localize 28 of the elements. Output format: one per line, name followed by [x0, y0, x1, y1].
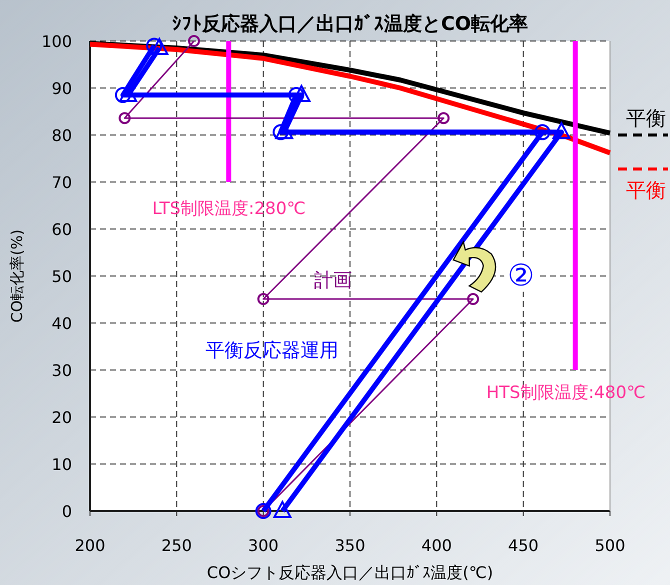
x-tick-label: 250: [161, 536, 192, 555]
y-tick-label: 90: [52, 79, 72, 98]
annotation: HTS制限温度:480℃: [486, 382, 646, 403]
y-tick-label: 40: [52, 314, 72, 333]
y-axis-title: CO転化率(%): [8, 229, 26, 323]
y-tick-label: 50: [52, 267, 72, 286]
y-tick-label: 10: [52, 455, 72, 474]
x-tick-label: 400: [421, 536, 452, 555]
x-tick-label: 500: [594, 536, 626, 555]
y-tick-label: 0: [62, 502, 72, 521]
chart-title: ｼﾌﾄ反応器入口／出口ｶﾞｽ温度とCO転化率: [172, 13, 528, 35]
legend-label: 平衡: [626, 178, 666, 202]
annotation: 平衡反応器運用: [206, 340, 338, 362]
annotation: 計画: [314, 270, 352, 292]
y-tick-label: 80: [52, 126, 72, 145]
y-tick-label: 100: [41, 32, 72, 51]
x-axis-title: COシフト反応器入口／出口ｶﾞｽ温度(℃): [206, 563, 494, 582]
series-label: 平衡: [626, 106, 666, 130]
y-tick-label: 20: [52, 408, 72, 427]
x-tick-label: 300: [248, 536, 279, 555]
x-tick-label: 450: [508, 536, 539, 555]
y-tick-label: 30: [52, 361, 72, 380]
y-tick-label: 60: [52, 220, 72, 239]
y-tick-label: 70: [52, 173, 72, 192]
annotation: ②: [508, 258, 534, 294]
x-tick-label: 350: [334, 536, 366, 555]
annotation: LTS制限温度:280℃: [152, 198, 306, 219]
x-tick-label: 200: [74, 536, 106, 555]
